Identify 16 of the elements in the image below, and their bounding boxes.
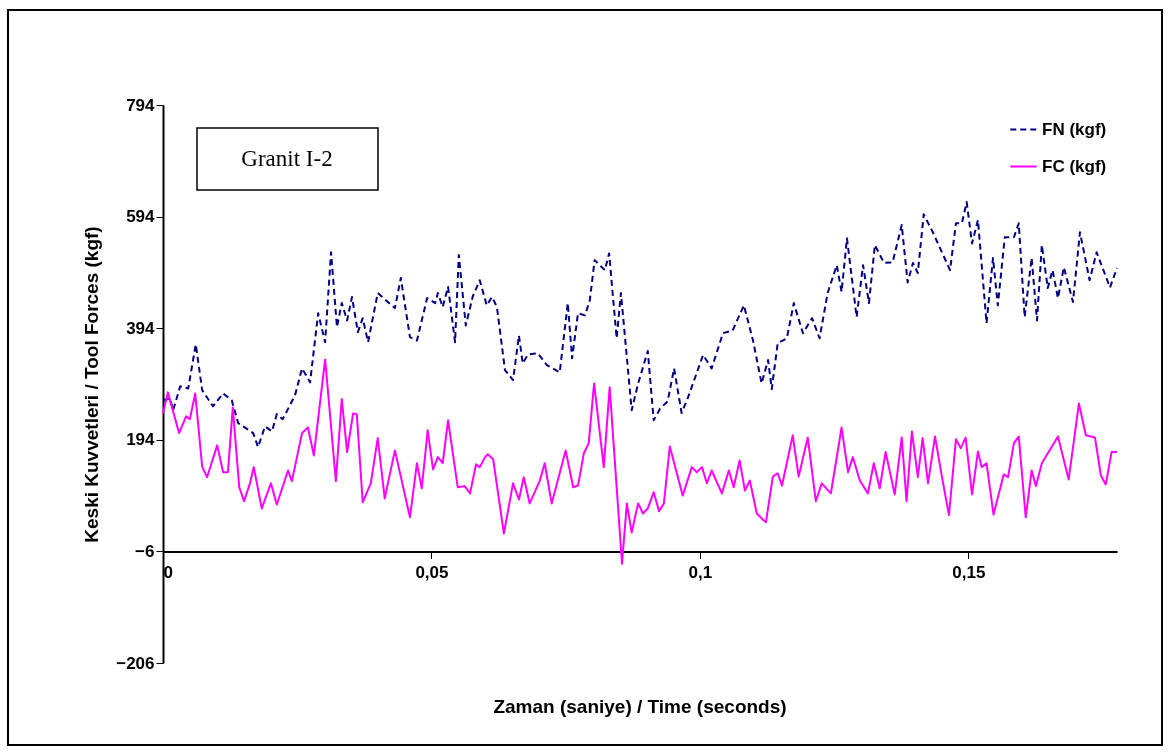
y-tick-label: 194	[126, 430, 156, 450]
x-tick-label: 0,15	[952, 562, 986, 582]
annotation: Granit I-2	[241, 146, 333, 171]
y-tick-label: −206	[116, 653, 155, 673]
x-tick-label: 0,05	[415, 562, 449, 582]
y-tick-label: 594	[126, 207, 156, 227]
y-tick-label: −6	[135, 541, 155, 561]
x-tick-label: 0,1	[688, 562, 713, 582]
line-series	[162, 201, 1118, 449]
y-axis-title: Keski Kuvvetleri / Tool Forces (kgf)	[81, 226, 103, 543]
y-tick-label: 794	[126, 95, 156, 115]
y-tick-label: 394	[126, 318, 156, 338]
legend-label: FN (kgf)	[1042, 119, 1107, 139]
x-axis-title: Zaman (saniye) / Time (seconds)	[493, 696, 787, 717]
legend-label: FC (kgf)	[1042, 156, 1107, 176]
x-tick-label: 0	[163, 562, 173, 582]
